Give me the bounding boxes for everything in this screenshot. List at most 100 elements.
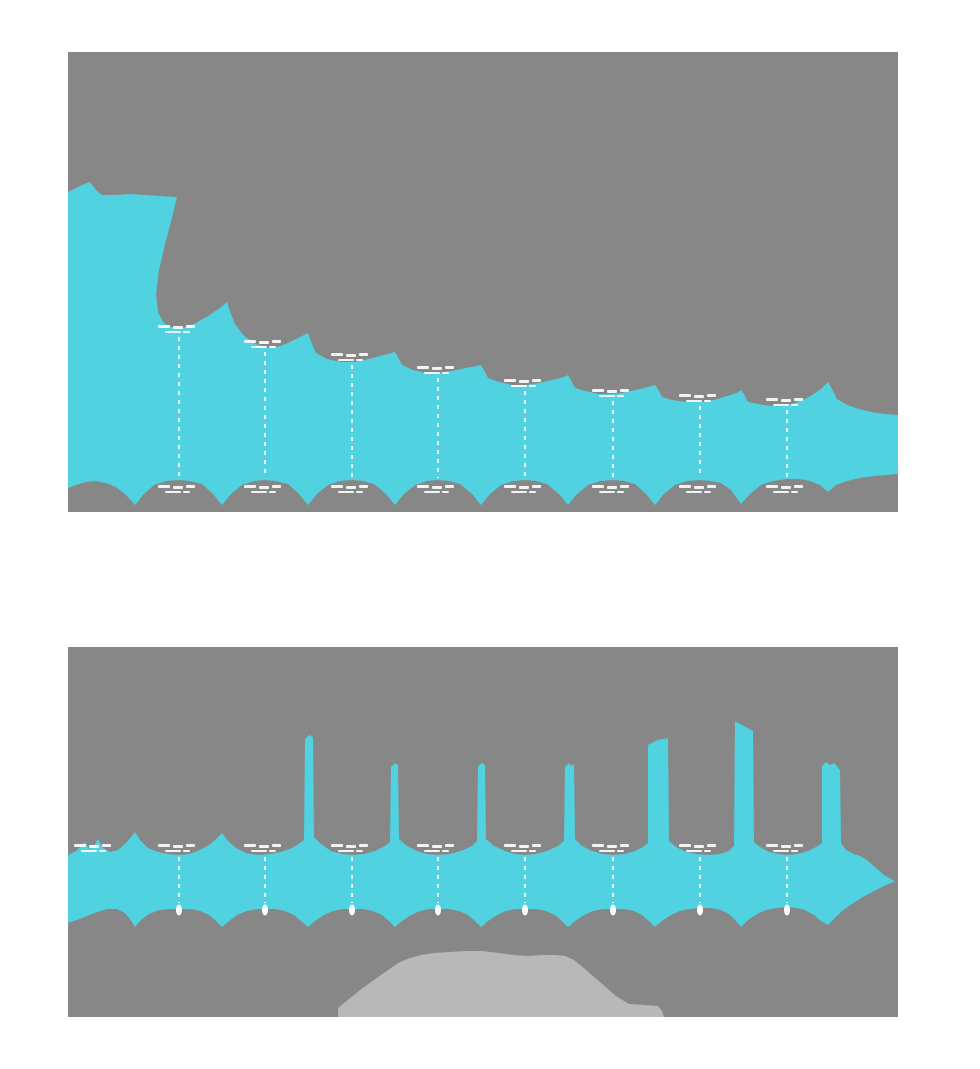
tick-label-stub-dash: [173, 326, 183, 329]
tick-label-stub-dash: [244, 485, 256, 488]
tick-label-stub-dash: [607, 845, 617, 848]
tick-label-stub-dash: [259, 845, 269, 848]
tick-label-stub-dash: [529, 385, 536, 387]
top-area-chart: [68, 182, 898, 505]
tick-label-stub-dash: [532, 485, 541, 488]
tick-label-stub-dash: [607, 486, 617, 489]
tick-label-stub-dash: [620, 844, 629, 847]
tick-label-stub-dash: [331, 485, 343, 488]
tick-label-stub-dash: [338, 850, 354, 852]
top-chart-panel: [68, 52, 898, 512]
tick-label-stub-dash: [694, 845, 704, 848]
tick-label-stub-dash: [338, 359, 354, 361]
tick-label-stub-dash: [74, 844, 86, 847]
tick-label-stub-dash: [173, 486, 183, 489]
tick-label-stub: [504, 485, 541, 493]
tick-label-stub-dash: [599, 491, 615, 493]
tick-label-stub-dash: [617, 395, 624, 397]
tick-label-stub-dash: [186, 325, 195, 328]
tick-label-stub: [244, 340, 281, 348]
tick-label-stub: [417, 485, 454, 493]
tick-label-stub-dash: [592, 844, 604, 847]
tick-label-stub: [504, 379, 541, 387]
tick-label-stub-dash: [432, 486, 442, 489]
tick-label-stub-dash: [272, 485, 281, 488]
tick-label-stub-dash: [511, 491, 527, 493]
gridline-end-marker: [697, 904, 703, 916]
gridline-end-marker: [522, 904, 528, 916]
tick-label-stub-dash: [158, 485, 170, 488]
tick-label-stub-dash: [186, 844, 195, 847]
tick-label-stub-dash: [356, 359, 363, 361]
tick-label-stub-dash: [766, 485, 778, 488]
tick-label-stub: [331, 353, 368, 361]
tick-label-stub-dash: [704, 491, 711, 493]
gridline-end-marker: [784, 904, 790, 916]
tick-label-stub: [417, 844, 454, 852]
tick-label-stub-dash: [346, 845, 356, 848]
tick-label-stub: [592, 389, 629, 397]
tick-label-stub-dash: [794, 485, 803, 488]
tick-label-stub-dash: [331, 353, 343, 356]
tick-label-stub: [158, 844, 195, 852]
tick-label-stub-dash: [186, 485, 195, 488]
tick-label-stub-dash: [532, 379, 541, 382]
tick-label-stub: [679, 394, 716, 402]
tick-label-stub-dash: [251, 346, 267, 348]
tick-label-stub-dash: [791, 850, 798, 852]
tick-label-stub-dash: [417, 485, 429, 488]
bottom-area-chart: [68, 721, 895, 1017]
tick-label-stub-dash: [766, 398, 778, 401]
tick-label-stub-dash: [417, 366, 429, 369]
tick-label-stub-dash: [424, 372, 440, 374]
tick-label-stub-dash: [781, 399, 791, 402]
tick-label-stub-dash: [592, 389, 604, 392]
tick-label-stub-dash: [704, 850, 711, 852]
tick-label-stub-dash: [259, 341, 269, 344]
tick-label-stub-dash: [791, 491, 798, 493]
tick-label-stub-dash: [599, 395, 615, 397]
tick-label-stub: [766, 485, 803, 493]
tick-label-stub: [158, 485, 195, 493]
tick-label-stub-dash: [424, 491, 440, 493]
tick-label-stub: [417, 366, 454, 374]
tick-label-stub-dash: [504, 379, 516, 382]
tick-label-stub-dash: [331, 844, 343, 847]
tick-label-stub-dash: [346, 354, 356, 357]
tick-label-stub-dash: [519, 845, 529, 848]
tick-label-stub-dash: [773, 850, 789, 852]
tick-label-stub-dash: [99, 850, 106, 852]
tick-label-stub-dash: [272, 340, 281, 343]
tick-label-stub-dash: [158, 844, 170, 847]
tick-label-stub-dash: [102, 844, 111, 847]
tick-label-stub-dash: [519, 380, 529, 383]
tick-label-stub-dash: [620, 485, 629, 488]
tick-label-stub-dash: [356, 850, 363, 852]
tick-label-stub-dash: [81, 850, 97, 852]
tick-label-stub-dash: [617, 491, 624, 493]
tick-label-stub-dash: [791, 404, 798, 406]
mountain-silhouette: [338, 951, 664, 1017]
tick-label-stub: [331, 485, 368, 493]
tick-label-stub-dash: [707, 394, 716, 397]
tick-label-stub-dash: [694, 486, 704, 489]
tick-label-stub-dash: [794, 844, 803, 847]
tick-label-stub-dash: [781, 845, 791, 848]
tick-label-stub-dash: [445, 485, 454, 488]
tick-label-stub-dash: [417, 844, 429, 847]
tick-label-stub: [592, 485, 629, 493]
gridline-end-marker: [610, 904, 616, 916]
tick-label-stub-dash: [704, 400, 711, 402]
tick-label-stub-dash: [432, 367, 442, 370]
tick-label-stub-dash: [269, 346, 276, 348]
tick-label-stub-dash: [165, 491, 181, 493]
tick-label-stub-dash: [359, 353, 368, 356]
tick-label-stub-dash: [259, 486, 269, 489]
tick-label-stub: [679, 844, 716, 852]
tick-label-stub: [592, 844, 629, 852]
tick-label-stub-dash: [269, 850, 276, 852]
tick-label-stub-dash: [532, 844, 541, 847]
tick-label-stub: [331, 844, 368, 852]
tick-label-stub-dash: [251, 491, 267, 493]
tick-label-stub-dash: [592, 485, 604, 488]
